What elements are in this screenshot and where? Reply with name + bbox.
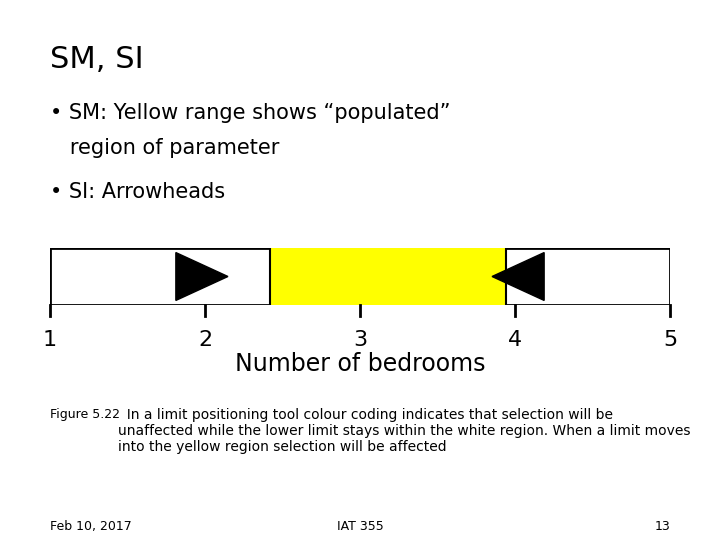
Polygon shape [176, 253, 228, 300]
Text: 1: 1 [43, 329, 57, 349]
Polygon shape [492, 253, 544, 300]
Text: IAT 355: IAT 355 [337, 520, 383, 533]
Text: • SM: Yellow range shows “populated”: • SM: Yellow range shows “populated” [50, 103, 451, 123]
Text: 4: 4 [508, 329, 522, 349]
Text: • SI: Arrowheads: • SI: Arrowheads [50, 182, 225, 202]
Text: Feb 10, 2017: Feb 10, 2017 [50, 520, 132, 533]
Text: SM, SI: SM, SI [50, 45, 143, 74]
Text: Figure 5.22: Figure 5.22 [50, 408, 120, 421]
Text: region of parameter: region of parameter [50, 138, 279, 158]
Text: 13: 13 [654, 520, 670, 533]
Text: 3: 3 [353, 329, 367, 349]
Bar [270, 248, 505, 305]
Text: In a limit positioning tool colour coding indicates that selection will be
unaff: In a limit positioning tool colour codin… [118, 408, 691, 454]
Text: Number of bedrooms: Number of bedrooms [235, 352, 485, 376]
Text: 2: 2 [198, 329, 212, 349]
Text: 5: 5 [663, 329, 677, 349]
